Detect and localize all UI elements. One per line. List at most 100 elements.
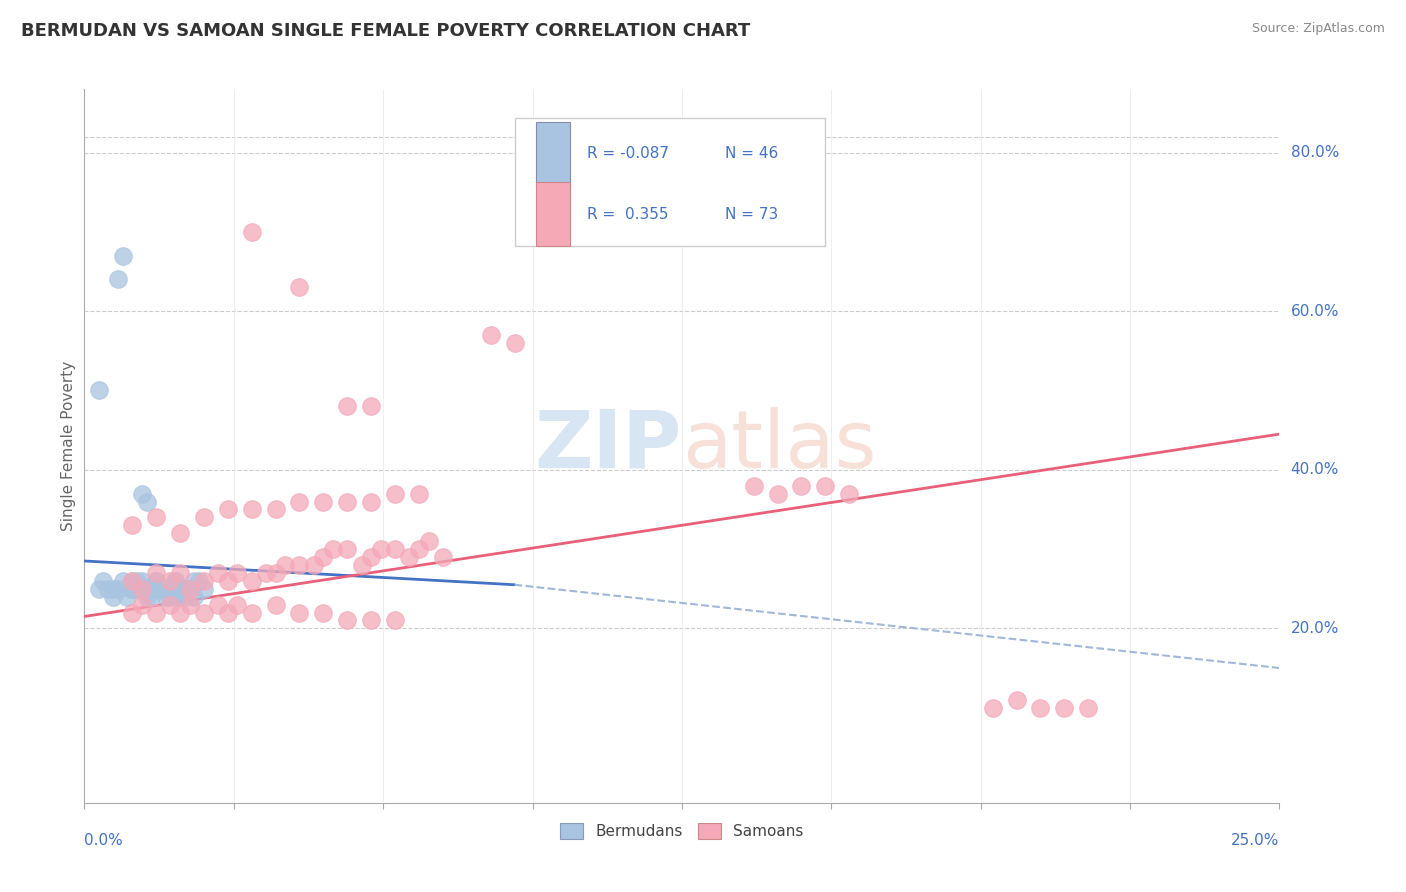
Point <box>302 558 325 572</box>
Y-axis label: Single Female Poverty: Single Female Poverty <box>60 361 76 531</box>
Point <box>336 494 359 508</box>
Point <box>336 614 359 628</box>
Point <box>165 574 187 588</box>
Point <box>183 590 205 604</box>
Point <box>145 510 167 524</box>
Point <box>360 614 382 628</box>
Point <box>814 478 837 492</box>
Point <box>408 542 430 557</box>
Point <box>145 582 167 596</box>
Point <box>322 542 344 557</box>
Text: N = 73: N = 73 <box>725 207 778 221</box>
Point <box>159 574 181 588</box>
Text: 80.0%: 80.0% <box>1291 145 1339 161</box>
Point <box>226 566 249 580</box>
Point <box>141 590 163 604</box>
Point <box>149 582 172 596</box>
Point <box>408 486 430 500</box>
Text: R = -0.087: R = -0.087 <box>588 146 669 161</box>
Point <box>183 574 205 588</box>
Point <box>503 335 526 350</box>
Point <box>384 614 406 628</box>
Text: Source: ZipAtlas.com: Source: ZipAtlas.com <box>1251 22 1385 36</box>
Point <box>155 582 177 596</box>
Point <box>135 494 157 508</box>
Point <box>101 582 124 596</box>
Point <box>188 574 211 588</box>
Point <box>131 582 153 596</box>
Point <box>384 486 406 500</box>
Point <box>131 486 153 500</box>
Point <box>254 566 277 580</box>
Point <box>93 574 115 588</box>
Point <box>121 574 143 588</box>
Point <box>145 606 167 620</box>
Point <box>240 606 263 620</box>
Point <box>121 606 143 620</box>
Point <box>97 582 120 596</box>
Point <box>240 574 263 588</box>
Point <box>159 582 181 596</box>
Point <box>121 518 143 533</box>
Point <box>360 549 382 564</box>
Point <box>87 582 110 596</box>
Point <box>121 582 143 596</box>
Point <box>217 574 239 588</box>
Text: ZIP: ZIP <box>534 407 682 485</box>
Text: BERMUDAN VS SAMOAN SINGLE FEMALE POVERTY CORRELATION CHART: BERMUDAN VS SAMOAN SINGLE FEMALE POVERTY… <box>21 22 751 40</box>
FancyBboxPatch shape <box>536 121 569 186</box>
Point <box>173 582 195 596</box>
Point <box>193 510 215 524</box>
Text: atlas: atlas <box>682 407 876 485</box>
Point <box>193 606 215 620</box>
Point <box>336 542 359 557</box>
Point <box>179 582 201 596</box>
Point <box>125 582 148 596</box>
Point <box>1077 700 1099 714</box>
Point <box>111 574 134 588</box>
Text: 20.0%: 20.0% <box>1291 621 1339 636</box>
FancyBboxPatch shape <box>536 182 569 246</box>
Point <box>179 582 201 596</box>
Point <box>384 542 406 557</box>
Point <box>121 582 143 596</box>
Point <box>336 400 359 414</box>
Point <box>312 606 335 620</box>
Point <box>264 502 287 516</box>
Point <box>274 558 297 572</box>
Point <box>141 582 163 596</box>
Point <box>149 582 172 596</box>
Point <box>169 606 191 620</box>
Point <box>1005 692 1028 706</box>
Point <box>360 400 382 414</box>
Point <box>398 549 420 564</box>
Point <box>159 598 181 612</box>
Point <box>240 502 263 516</box>
Point <box>288 558 311 572</box>
Point <box>135 582 157 596</box>
Point <box>87 384 110 398</box>
Point <box>240 225 263 239</box>
Point <box>207 598 229 612</box>
FancyBboxPatch shape <box>515 118 825 246</box>
Point <box>131 574 153 588</box>
Point <box>121 574 143 588</box>
Point <box>169 590 191 604</box>
Point <box>131 598 153 612</box>
Point <box>312 494 335 508</box>
Legend: Bermudans, Samoans: Bermudans, Samoans <box>554 817 810 845</box>
Point <box>981 700 1004 714</box>
Point <box>145 566 167 580</box>
Point <box>288 606 311 620</box>
Point <box>169 526 191 541</box>
Point <box>264 598 287 612</box>
Point <box>145 574 167 588</box>
Point <box>107 582 129 596</box>
Point <box>264 566 287 580</box>
Point <box>1029 700 1052 714</box>
Point <box>217 502 239 516</box>
Point <box>742 478 765 492</box>
Point <box>169 582 191 596</box>
Point <box>107 272 129 286</box>
Text: 40.0%: 40.0% <box>1291 462 1339 477</box>
